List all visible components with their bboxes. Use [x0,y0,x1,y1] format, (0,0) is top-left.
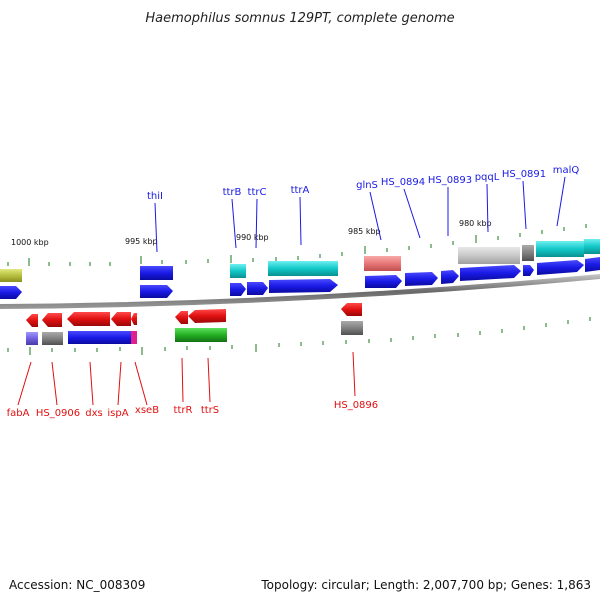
genome-backbone [0,274,600,309]
top-label-leaders [154,176,566,253]
gene-block-ispA [111,331,131,344]
gene-arrow-fabA [26,314,38,327]
gene-block-glnS [364,256,401,271]
gene-arrow-HS_0906 [42,313,62,327]
gene-arrow-HS_0893 [441,270,459,284]
gene-label-HS_0906[interactable]: HS_0906 [36,408,80,419]
gene-arrow-ispA [111,312,131,326]
bottom-label-leaders [17,351,356,406]
gene-arrow-ttrB [230,283,246,296]
gene-block-pqqL [458,247,520,264]
gene-label-fabA[interactable]: fabA [7,408,30,419]
gene-label-HS_0893[interactable]: HS_0893 [428,175,472,186]
gene-block-ttrA [268,261,338,276]
gene-label-thiI[interactable]: thiI [147,191,163,202]
gene-arrow-HS_0891 [523,265,534,276]
gene-label-ttrR[interactable]: ttrR [174,405,193,416]
gene-label-HS_0891[interactable]: HS_0891 [502,169,546,180]
gene-block-fabA [26,332,38,345]
genome-summary: Topology: circular; Length: 2,007,700 bp… [261,578,591,592]
gene-block-HS_0906 [42,332,63,345]
gene-arrow-ttrS [188,309,226,323]
gene-arrow-xseB [131,313,137,325]
gene-arrow-ttrC [247,282,268,295]
kbp-label: 980 kbp [459,219,492,228]
gene-arrow-glnS [365,275,402,288]
kbp-label: 995 kbp [125,237,158,246]
gene-block-ttrB [230,264,246,278]
gene-label-dxs[interactable]: dxs [85,408,102,419]
gene-label-ttrC[interactable]: ttrC [248,187,267,198]
gene-label-xseB[interactable]: xseB [135,405,159,416]
gene-block-xseB [131,331,137,344]
kbp-label: 985 kbp [348,227,381,236]
gene-arrow-malQ [537,260,584,275]
gene-block-cyan-end [584,239,600,254]
gene-block-malQ [536,241,584,257]
gene-label-ttrS[interactable]: ttrS [201,405,219,416]
gene-arrow-ttrR [175,311,188,324]
gene-label-HS_0894[interactable]: HS_0894 [381,177,425,188]
gene-block-HS_0891 [522,245,534,261]
gene-block-thiI [140,266,173,280]
gene-arrow-left-end [0,286,22,299]
gene-label-HS_0896[interactable]: HS_0896 [334,400,378,411]
accession-label: Accession: NC_008309 [9,578,146,592]
gene-label-ttrA[interactable]: ttrA [291,185,310,196]
gene-block-olive [0,269,22,282]
gene-arrow-right-end [585,257,600,272]
gene-arrow-ttrA [269,279,338,293]
gene-block-ttrRS [175,328,227,342]
gene-label-ispA[interactable]: ispA [107,408,128,419]
bottom-tick-row [7,317,591,355]
gene-arrow-dxs [67,312,110,326]
kbp-label: 1000 kbp [11,238,49,247]
gene-label-glnS[interactable]: glnS [356,180,378,191]
map-title: Haemophilus somnus 129PT, complete genom… [145,11,454,26]
gene-arrow-HS_0896 [341,303,362,316]
gene-label-ttrB[interactable]: ttrB [223,187,242,198]
kbp-label: 990 kbp [236,233,269,242]
gene-arrow-thiI [140,285,173,298]
gene-block-dxs [68,331,111,344]
gene-label-malQ[interactable]: malQ [553,165,580,176]
gene-arrow-pqqL [460,265,521,281]
gene-arrow-HS_0894 [405,272,438,286]
gene-block-HS_0896 [341,321,363,335]
gene-label-pqqL[interactable]: pqqL [475,172,500,183]
top-tick-row [7,224,587,266]
